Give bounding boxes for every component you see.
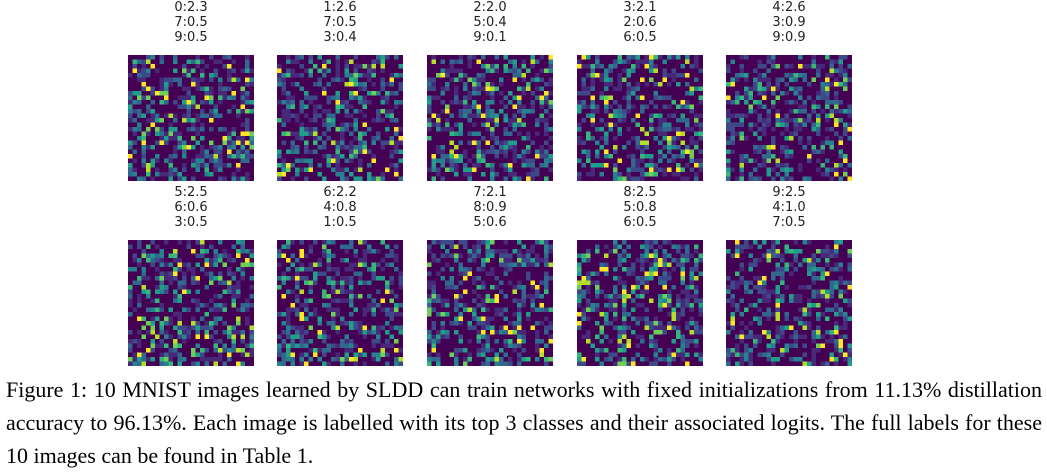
logit-line: 9:0.9 (772, 30, 806, 45)
distilled-image (726, 55, 852, 181)
logit-line: 2:0.6 (623, 15, 657, 30)
image-logits-label: 0:2.3 7:0.5 9:0.5 (128, 0, 254, 45)
logit-line: 9:2.5 (772, 185, 806, 200)
distilled-image (128, 55, 254, 181)
figure-caption: Figure 1: 10 MNIST images learned by SLD… (6, 377, 1042, 468)
logit-line: 6:2.2 (323, 185, 357, 200)
image-logits-label: 9:2.5 4:1.0 7:0.5 (726, 185, 852, 230)
logit-line: 3:0.9 (772, 15, 806, 30)
logit-line: 6:0.5 (623, 30, 657, 45)
logit-line: 7:2.1 (473, 185, 507, 200)
logit-line: 5:0.6 (473, 215, 507, 230)
logit-line: 7:0.5 (174, 15, 208, 30)
logit-line: 7:0.5 (772, 215, 806, 230)
logit-line: 4:2.6 (772, 0, 806, 15)
logit-line: 7:0.5 (323, 15, 357, 30)
distilled-image (726, 240, 852, 366)
image-logits-label: 2:2.0 5:0.4 9:0.1 (427, 0, 553, 45)
logit-line: 4:0.8 (323, 200, 357, 215)
logit-line: 9:0.1 (473, 30, 507, 45)
logit-line: 1:0.5 (323, 215, 357, 230)
image-logits-label: 7:2.1 8:0.9 5:0.6 (427, 185, 553, 230)
distilled-image (577, 240, 703, 366)
logit-line: 5:2.5 (174, 185, 208, 200)
distilled-image (128, 240, 254, 366)
logit-line: 4:1.0 (772, 200, 806, 215)
mnist-distilled-images-figure: 0:2.3 7:0.5 9:0.5 1:2.6 7:0.5 3:0.4 2:2.… (128, 0, 852, 366)
logit-line: 5:0.4 (473, 15, 507, 30)
image-logits-label: 8:2.5 5:0.8 6:0.5 (577, 185, 703, 230)
logit-line: 5:0.8 (623, 200, 657, 215)
logit-line: 3:2.1 (623, 0, 657, 15)
distilled-image (427, 240, 553, 366)
distilled-image (277, 55, 403, 181)
logit-line: 3:0.4 (323, 30, 357, 45)
distilled-image (577, 55, 703, 181)
image-logits-label: 4:2.6 3:0.9 9:0.9 (726, 0, 852, 45)
logit-line: 8:0.9 (473, 200, 507, 215)
distilled-image (427, 55, 553, 181)
logit-line: 1:2.6 (323, 0, 357, 15)
image-logits-label: 5:2.5 6:0.6 3:0.5 (128, 185, 254, 230)
distilled-image (277, 240, 403, 366)
logit-line: 2:2.0 (473, 0, 507, 15)
logit-line: 3:0.5 (174, 215, 208, 230)
image-logits-label: 6:2.2 4:0.8 1:0.5 (277, 185, 403, 230)
logit-line: 6:0.6 (174, 200, 208, 215)
logit-line: 9:0.5 (174, 30, 208, 45)
image-logits-label: 1:2.6 7:0.5 3:0.4 (277, 0, 403, 45)
logit-line: 8:2.5 (623, 185, 657, 200)
image-logits-label: 3:2.1 2:0.6 6:0.5 (577, 0, 703, 45)
logit-line: 6:0.5 (623, 215, 657, 230)
logit-line: 0:2.3 (174, 0, 208, 15)
